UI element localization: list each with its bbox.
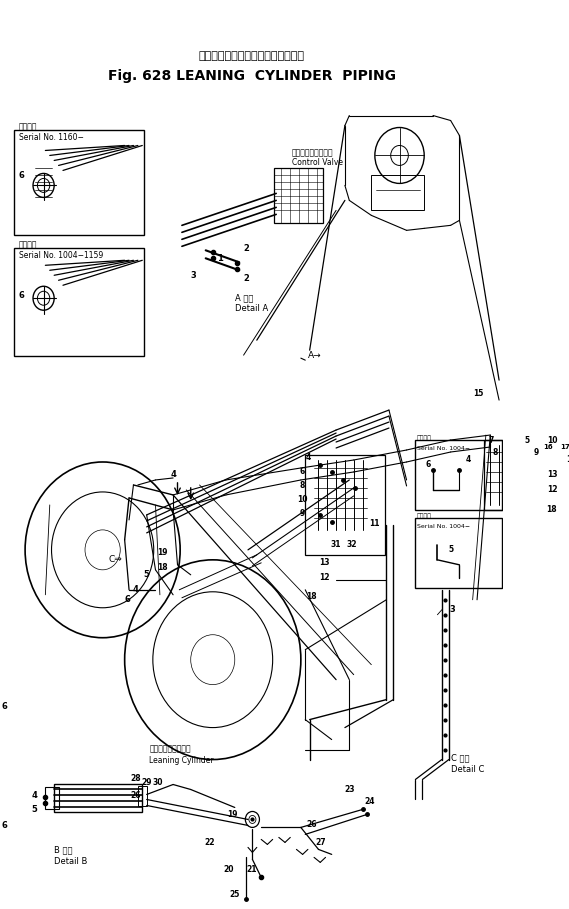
Bar bbox=[372, 175, 424, 210]
Text: 21: 21 bbox=[246, 864, 257, 874]
Text: Fig. 628 LEANING  CYLINDER  PIPING: Fig. 628 LEANING CYLINDER PIPING bbox=[108, 68, 395, 83]
Text: 6: 6 bbox=[19, 171, 25, 180]
Bar bbox=[305, 455, 385, 554]
Text: 24: 24 bbox=[364, 797, 375, 806]
Text: 10: 10 bbox=[298, 495, 308, 504]
Text: 32: 32 bbox=[347, 540, 357, 549]
Text: 6: 6 bbox=[1, 702, 7, 711]
Text: 5: 5 bbox=[144, 570, 150, 579]
Text: 適用番号: 適用番号 bbox=[19, 123, 38, 132]
Text: 4: 4 bbox=[132, 585, 138, 594]
Text: 30: 30 bbox=[153, 778, 163, 787]
Bar bbox=[484, 440, 555, 510]
Bar bbox=[54, 784, 142, 813]
Text: リーニング　シリンダ　パイピング: リーニング シリンダ パイピング bbox=[199, 51, 304, 61]
Text: 6: 6 bbox=[300, 467, 305, 476]
Text: 5: 5 bbox=[448, 545, 453, 554]
Text: 4: 4 bbox=[171, 471, 177, 479]
Text: 2: 2 bbox=[244, 244, 249, 253]
Text: A 断面: A 断面 bbox=[235, 294, 253, 303]
Text: Serial No. 1004−: Serial No. 1004− bbox=[417, 446, 470, 451]
Text: 2: 2 bbox=[244, 274, 249, 283]
Text: 28: 28 bbox=[130, 774, 141, 783]
Text: 29: 29 bbox=[142, 778, 152, 787]
Text: 14: 14 bbox=[566, 455, 569, 464]
Text: 19: 19 bbox=[157, 548, 168, 557]
Text: 6: 6 bbox=[425, 461, 430, 469]
Text: リーニングシリンダ: リーニングシリンダ bbox=[149, 744, 191, 754]
Text: 25: 25 bbox=[229, 890, 240, 899]
Text: 6: 6 bbox=[125, 595, 130, 604]
Bar bbox=[415, 440, 502, 510]
Text: 8: 8 bbox=[493, 447, 498, 456]
Text: C⇒: C⇒ bbox=[109, 555, 122, 564]
Text: 18: 18 bbox=[547, 505, 557, 514]
Text: 15: 15 bbox=[473, 388, 484, 397]
Text: 4: 4 bbox=[32, 791, 38, 800]
Text: 9: 9 bbox=[534, 447, 539, 456]
Text: 22: 22 bbox=[204, 838, 215, 847]
Text: 3: 3 bbox=[450, 605, 455, 614]
Text: 18: 18 bbox=[306, 593, 317, 601]
Text: 7: 7 bbox=[488, 435, 494, 445]
Text: 11: 11 bbox=[370, 519, 380, 528]
Text: Control Valve: Control Valve bbox=[292, 158, 343, 167]
Text: 6: 6 bbox=[19, 291, 25, 300]
Text: 17: 17 bbox=[560, 444, 569, 450]
Text: 19: 19 bbox=[227, 810, 237, 819]
Text: B 断面: B 断面 bbox=[54, 844, 73, 854]
Text: 4: 4 bbox=[465, 455, 471, 464]
Text: 9: 9 bbox=[300, 509, 305, 518]
Text: 6: 6 bbox=[1, 821, 7, 830]
Text: 適用番号: 適用番号 bbox=[417, 435, 432, 441]
Text: Detail B: Detail B bbox=[54, 857, 88, 866]
Text: 8: 8 bbox=[300, 482, 306, 491]
Text: 5: 5 bbox=[32, 805, 38, 814]
Text: 27: 27 bbox=[316, 838, 327, 847]
Text: 3: 3 bbox=[191, 271, 196, 280]
Bar bbox=[415, 518, 502, 588]
Text: C 断面: C 断面 bbox=[451, 753, 469, 762]
Text: 26: 26 bbox=[306, 820, 317, 829]
Text: A→: A→ bbox=[308, 351, 321, 360]
Text: Serial No. 1004−: Serial No. 1004− bbox=[417, 524, 470, 529]
Text: Detail C: Detail C bbox=[451, 765, 484, 774]
Text: Detail A: Detail A bbox=[235, 304, 268, 313]
Text: 20: 20 bbox=[224, 864, 234, 874]
Bar bbox=[14, 131, 144, 235]
Text: 12: 12 bbox=[319, 574, 330, 583]
Text: 10: 10 bbox=[547, 435, 557, 445]
Text: 適用番号: 適用番号 bbox=[417, 513, 432, 518]
Text: 12: 12 bbox=[547, 485, 557, 494]
Text: 13: 13 bbox=[547, 471, 557, 479]
Text: 18: 18 bbox=[157, 564, 168, 573]
Bar bbox=[274, 168, 323, 224]
Text: Serial No. 1004−1159: Serial No. 1004−1159 bbox=[19, 251, 103, 260]
Text: 5: 5 bbox=[525, 435, 530, 445]
Bar bbox=[138, 786, 147, 806]
Text: コントロールバルブ: コントロールバルブ bbox=[292, 148, 333, 157]
Text: 13: 13 bbox=[319, 558, 330, 567]
Text: Leaning Cylinder: Leaning Cylinder bbox=[149, 755, 214, 764]
Bar bbox=[14, 248, 144, 356]
Text: 31: 31 bbox=[331, 540, 341, 549]
Text: 16: 16 bbox=[543, 444, 553, 450]
Bar bbox=[46, 787, 59, 809]
Text: 適用番号: 適用番号 bbox=[19, 240, 38, 249]
Text: 26: 26 bbox=[131, 791, 141, 800]
Text: 1: 1 bbox=[217, 254, 223, 263]
Text: 4: 4 bbox=[306, 454, 311, 463]
Text: Serial No. 1160−: Serial No. 1160− bbox=[19, 134, 84, 143]
Text: 23: 23 bbox=[344, 785, 354, 794]
